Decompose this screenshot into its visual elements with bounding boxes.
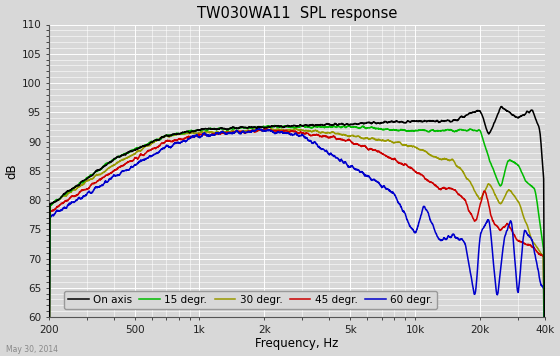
60 degr. — [257, 127, 264, 132]
Line: 45 degr.: 45 degr. — [49, 128, 545, 356]
45 degr. — [532, 247, 539, 252]
30 degr. — [478, 195, 485, 199]
15 degr. — [532, 189, 539, 194]
Y-axis label: dB: dB — [6, 163, 18, 179]
Line: 15 degr.: 15 degr. — [49, 125, 545, 356]
15 degr. — [102, 162, 109, 166]
30 degr. — [102, 169, 109, 173]
45 degr. — [257, 128, 264, 132]
45 degr. — [236, 130, 242, 134]
On axis — [478, 112, 485, 116]
60 degr. — [132, 163, 138, 167]
On axis — [498, 104, 505, 109]
30 degr. — [257, 127, 264, 132]
60 degr. — [478, 229, 485, 233]
Text: May 30, 2014: May 30, 2014 — [6, 345, 58, 354]
Line: 30 degr.: 30 degr. — [49, 129, 545, 356]
15 degr. — [478, 134, 485, 138]
45 degr. — [478, 197, 485, 201]
60 degr. — [236, 131, 242, 135]
30 degr. — [532, 242, 539, 247]
15 degr. — [236, 126, 242, 130]
On axis — [257, 125, 264, 130]
60 degr. — [102, 179, 109, 183]
Line: On axis: On axis — [49, 106, 545, 356]
15 degr. — [300, 123, 307, 127]
60 degr. — [532, 253, 539, 258]
On axis — [532, 116, 539, 120]
On axis — [236, 126, 242, 130]
30 degr. — [132, 152, 138, 156]
X-axis label: Frequency, Hz: Frequency, Hz — [255, 337, 338, 350]
30 degr. — [236, 130, 242, 134]
45 degr. — [102, 174, 109, 178]
60 degr. — [254, 126, 261, 131]
30 degr. — [292, 126, 299, 131]
Legend: On axis, 15 degr., 30 degr., 45 degr., 60 degr.: On axis, 15 degr., 30 degr., 45 degr., 6… — [64, 290, 437, 309]
On axis — [132, 148, 138, 152]
45 degr. — [132, 156, 138, 160]
Title: TW030WA11  SPL response: TW030WA11 SPL response — [197, 6, 397, 21]
15 degr. — [132, 147, 138, 151]
Line: 60 degr.: 60 degr. — [49, 129, 545, 356]
On axis — [102, 163, 109, 167]
15 degr. — [257, 125, 264, 129]
45 degr. — [263, 126, 269, 130]
